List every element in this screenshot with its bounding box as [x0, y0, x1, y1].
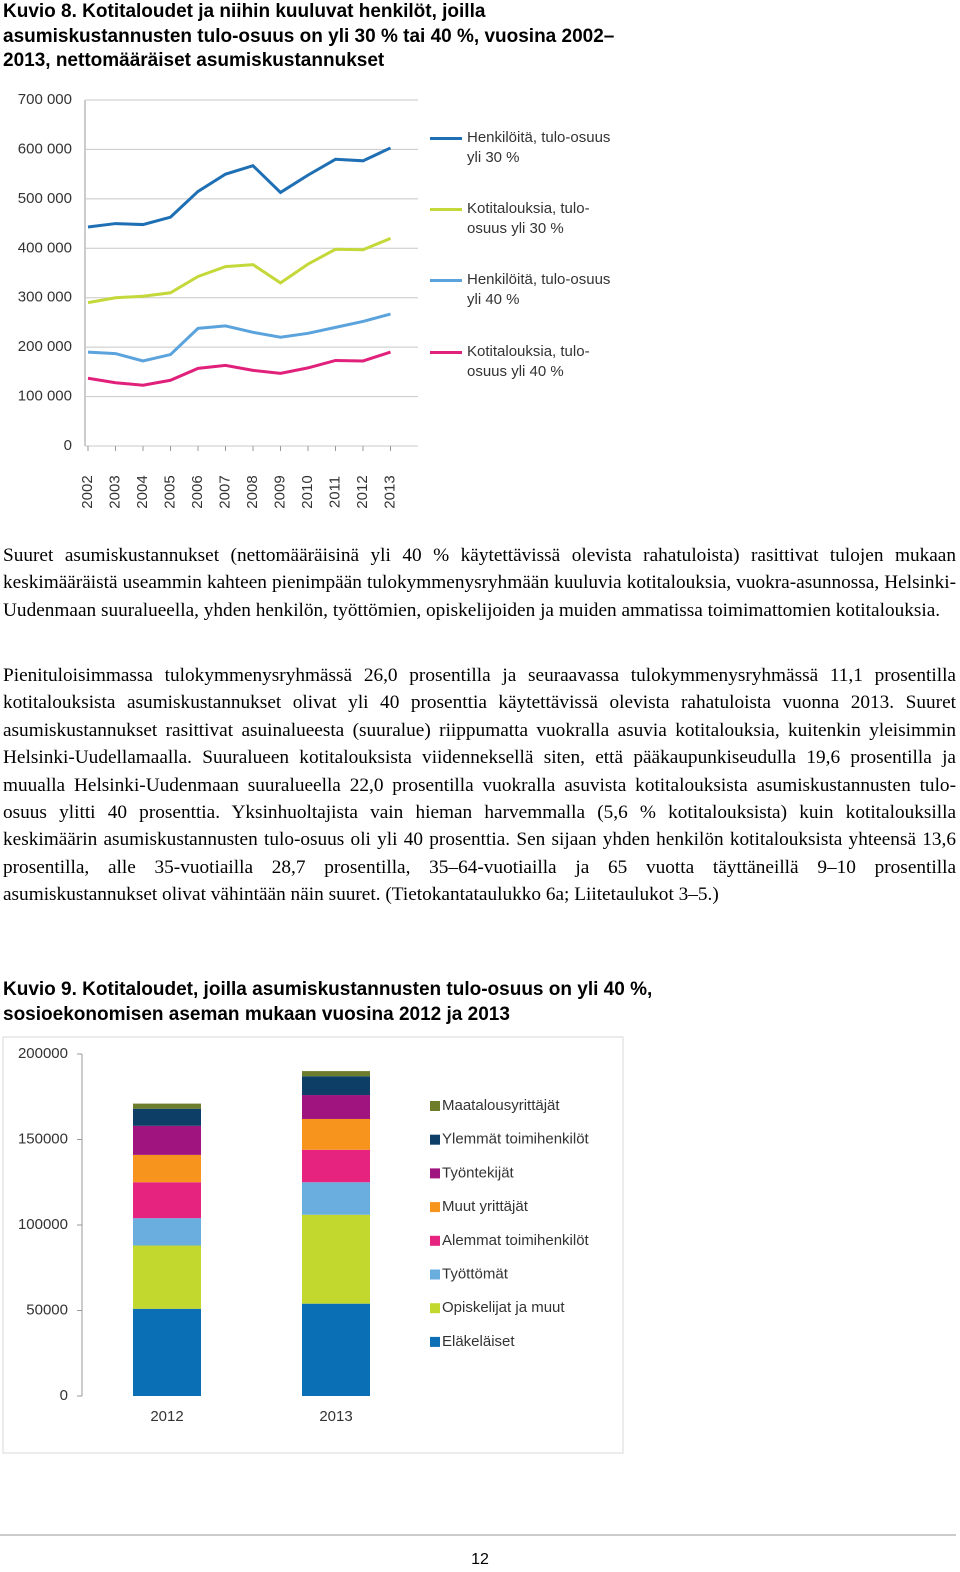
legend-marker — [430, 279, 462, 282]
legend-label: Kotitalouksia, tulo-osuus yli 40 % — [467, 343, 590, 380]
bar-segment — [302, 1071, 370, 1077]
data-line — [87, 350, 391, 387]
y-tick-label: 200000 — [18, 1045, 68, 1062]
bar-segment — [133, 1125, 201, 1155]
y-tick-label: 600 000 — [18, 140, 72, 157]
bar-segment — [302, 1095, 370, 1119]
legend-label: Työttömät — [442, 1265, 509, 1282]
x-tick-label: 2010 — [299, 475, 316, 508]
legend-marker — [430, 1101, 440, 1111]
y-tick-label: 300 000 — [18, 289, 72, 306]
bar-segment — [133, 1103, 201, 1109]
bar-segment — [302, 1118, 370, 1150]
legend-marker — [430, 1269, 440, 1280]
legend-label: Työntekijät — [442, 1164, 515, 1181]
y-tick-label: 0 — [60, 1387, 68, 1404]
x-tick-label: 2004 — [134, 475, 151, 508]
y-tick-label: 700 000 — [18, 91, 72, 108]
x-tick-label: 2005 — [161, 475, 178, 508]
legend-marker — [430, 1235, 440, 1246]
bar-segment — [133, 1182, 201, 1219]
data-line — [87, 312, 391, 363]
legend-label: Kotitalouksia, tulo-osuus yli 30 % — [467, 200, 590, 237]
legend-item: Henkilöitä, tulo-osuus yli 40 % — [430, 270, 620, 310]
legend-label: Henkilöitä, tulo-osuus yli 30 % — [467, 129, 611, 166]
legend-marker — [430, 1168, 440, 1179]
x-tick-label: 2013 — [381, 475, 398, 508]
bar-segment — [302, 1214, 370, 1304]
bar-segment — [133, 1218, 201, 1246]
bar-segment — [133, 1154, 201, 1183]
legend-marker — [430, 208, 462, 211]
x-tick-label: 2012 — [150, 1408, 183, 1425]
x-tick-label: 2009 — [271, 475, 288, 508]
bar-segment — [133, 1308, 201, 1396]
data-line — [87, 237, 392, 305]
legend-item: Kotitalouksia, tulo-osuus yli 40 % — [430, 342, 620, 382]
bar-segment — [302, 1182, 370, 1215]
bar-segment — [302, 1303, 370, 1396]
x-tick-label: 2007 — [216, 475, 233, 508]
y-tick-label: 100000 — [18, 1216, 68, 1233]
legend-label: Opiskelijat ja muut — [442, 1299, 565, 1316]
chart-title: Kuvio 8. Kotitaloudet ja niihin kuuluvat… — [3, 1, 615, 71]
y-tick-label: 100 000 — [18, 388, 72, 405]
paragraph: Pienituloisimmassa tulokymmenysryhmässä … — [3, 665, 956, 906]
x-tick-label: 2002 — [79, 475, 96, 508]
legend-label: Alemmat toimihenkilöt — [442, 1232, 590, 1249]
legend-label: Eläkeläiset — [442, 1333, 515, 1350]
page-number: 12 — [471, 1551, 489, 1568]
legend-marker — [430, 1303, 440, 1314]
y-tick-label: 150000 — [18, 1130, 68, 1147]
legend-marker — [430, 1336, 440, 1347]
bar-segment — [302, 1149, 370, 1183]
legend-label: Maatalousyrittäjät — [442, 1097, 560, 1114]
x-tick-label: 2008 — [244, 475, 261, 508]
y-tick-label: 500 000 — [18, 190, 72, 207]
legend-label: Henkilöitä, tulo-osuus yli 40 % — [467, 271, 611, 308]
legend-marker — [430, 1202, 440, 1213]
x-tick-label: 2013 — [319, 1408, 352, 1425]
legend-marker — [430, 1134, 440, 1145]
bar-segment — [133, 1245, 201, 1309]
x-tick-label: 2006 — [189, 475, 206, 508]
legend-marker — [430, 137, 462, 140]
legend-label: Ylemmät toimihenkilöt — [442, 1131, 590, 1148]
legend-item: Henkilöitä, tulo-osuus yli 30 % — [430, 128, 620, 168]
data-line — [87, 146, 392, 229]
x-tick-label: 2011 — [326, 476, 343, 508]
y-tick-label: 400 000 — [18, 239, 72, 256]
y-tick-label: 200 000 — [18, 338, 72, 355]
y-tick-label: 0 — [64, 437, 72, 454]
paragraph: Suuret asumiskustannukset (nettomääräisi… — [3, 545, 956, 621]
bar-segment — [302, 1076, 370, 1096]
legend-label: Muut yrittäjät — [442, 1198, 529, 1215]
x-tick-label: 2003 — [106, 475, 123, 508]
chart-title: Kuvio 9. Kotitaloudet, joilla asumiskust… — [3, 979, 653, 1025]
chart-frame — [2, 1036, 624, 1454]
y-tick-label: 50000 — [26, 1301, 68, 1318]
legend-marker — [430, 351, 462, 354]
x-tick-label: 2012 — [354, 475, 371, 508]
bar-segment — [133, 1108, 201, 1126]
legend-item: Kotitalouksia, tulo-osuus yli 30 % — [430, 199, 620, 239]
